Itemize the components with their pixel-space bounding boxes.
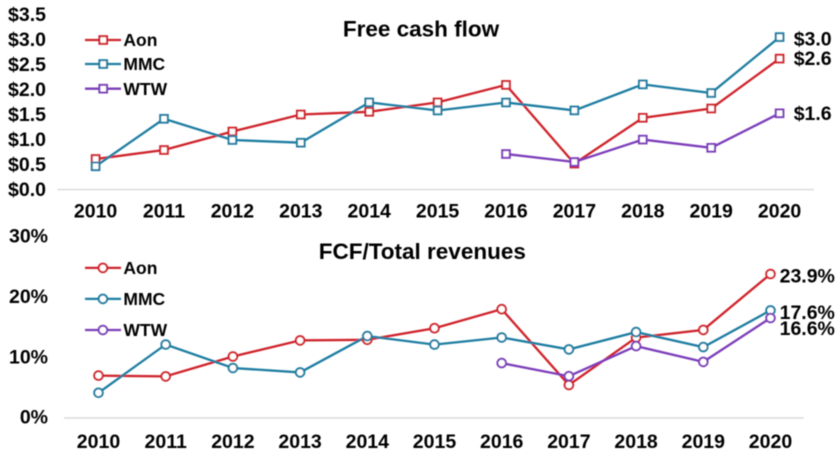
svg-text:30%: 30% [9, 225, 48, 247]
svg-text:WTW: WTW [123, 79, 167, 99]
svg-text:2017: 2017 [553, 201, 596, 223]
svg-text:2011: 2011 [145, 431, 187, 453]
svg-text:FCF/Total revenues: FCF/Total revenues [319, 239, 526, 264]
svg-text:$3.0: $3.0 [794, 28, 832, 50]
svg-text:2012: 2012 [211, 431, 255, 453]
svg-text:$1.5: $1.5 [8, 104, 46, 126]
svg-text:$3.5: $3.5 [8, 4, 46, 26]
svg-text:WTW: WTW [123, 320, 167, 340]
svg-text:16.6%: 16.6% [780, 318, 835, 340]
svg-text:Aon: Aon [123, 258, 157, 278]
svg-text:2016: 2016 [480, 431, 524, 453]
svg-text:2013: 2013 [279, 201, 323, 223]
svg-text:2017: 2017 [547, 431, 590, 453]
svg-text:2020: 2020 [749, 431, 793, 453]
svg-text:MMC: MMC [123, 54, 165, 74]
svg-text:2018: 2018 [621, 201, 665, 223]
svg-text:2020: 2020 [758, 201, 802, 223]
svg-text:2015: 2015 [416, 201, 460, 223]
svg-text:2015: 2015 [413, 431, 457, 453]
svg-text:2014: 2014 [348, 201, 392, 223]
svg-text:0%: 0% [20, 407, 48, 429]
svg-text:2010: 2010 [77, 431, 121, 453]
svg-text:17.6%: 17.6% [780, 302, 835, 324]
svg-text:2016: 2016 [484, 201, 528, 223]
svg-text:2011: 2011 [143, 201, 185, 223]
svg-text:$1.6: $1.6 [794, 103, 832, 125]
svg-text:2010: 2010 [74, 201, 118, 223]
svg-text:2018: 2018 [614, 431, 658, 453]
svg-text:$0.5: $0.5 [8, 154, 46, 176]
svg-text:$1.0: $1.0 [8, 129, 46, 151]
svg-text:$0.0: $0.0 [8, 179, 46, 201]
svg-text:Free cash flow: Free cash flow [343, 17, 500, 42]
svg-text:2013: 2013 [278, 431, 322, 453]
svg-text:$3.0: $3.0 [8, 29, 46, 51]
svg-text:2014: 2014 [346, 431, 390, 453]
svg-text:$2.0: $2.0 [8, 79, 46, 101]
svg-text:2019: 2019 [690, 201, 734, 223]
svg-text:23.9%: 23.9% [780, 265, 835, 287]
svg-text:Aon: Aon [123, 30, 157, 50]
svg-text:10%: 10% [9, 346, 48, 368]
svg-text:20%: 20% [9, 286, 48, 308]
svg-text:MMC: MMC [123, 289, 165, 309]
svg-text:2012: 2012 [211, 201, 255, 223]
svg-text:$2.5: $2.5 [8, 54, 46, 76]
svg-text:$2.6: $2.6 [794, 48, 832, 70]
svg-text:2019: 2019 [682, 431, 726, 453]
